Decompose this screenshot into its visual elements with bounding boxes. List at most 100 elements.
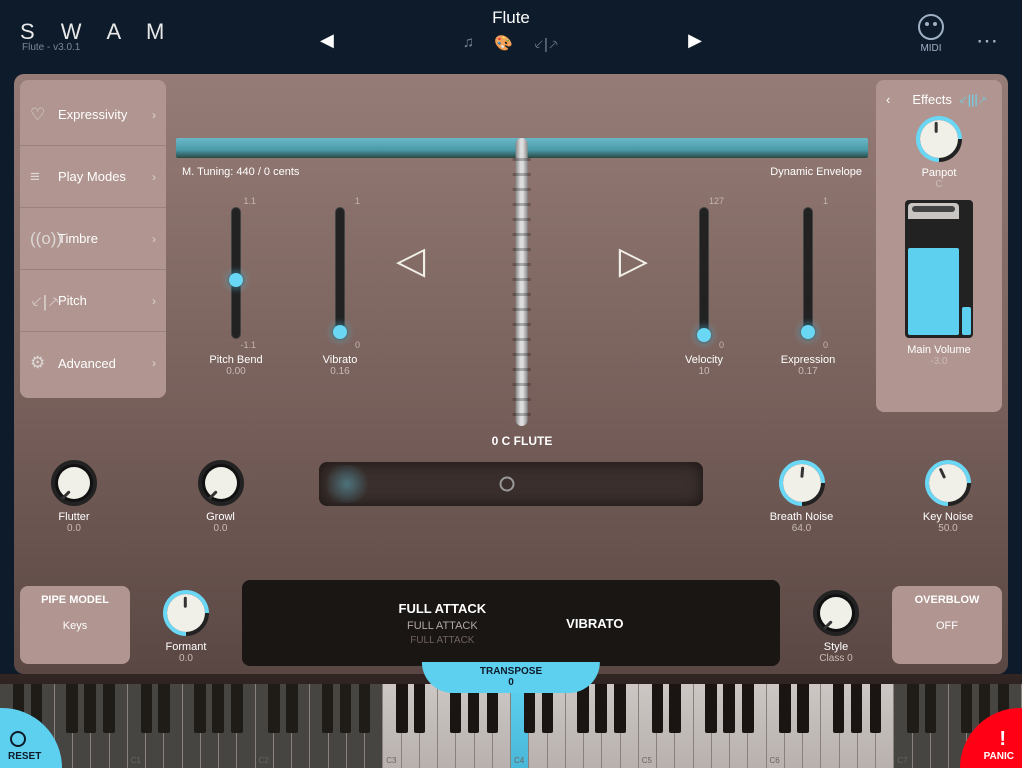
sidebar-icon: ≡: [30, 167, 54, 187]
tuning-text[interactable]: M. Tuning: 440 / 0 cents: [182, 166, 299, 178]
flutter-knob[interactable]: Flutter 0.0: [26, 460, 122, 534]
preset-display: Flute ♫ 🎨 ⸔|⸕: [463, 8, 559, 54]
main-panel: ♡Expressivity›≡Play Modes›((o))Timbre›⸔|…: [14, 74, 1008, 674]
slider-pitch-bend[interactable]: 1.1 -1.1 Pitch Bend 0.00: [206, 196, 266, 376]
flutter-label: Flutter: [26, 511, 122, 523]
pipe-model-panel[interactable]: PIPE MODEL Keys: [20, 586, 130, 664]
panpot-knob[interactable]: Panpot C: [886, 116, 992, 190]
chevron-right-icon: ›: [152, 356, 156, 370]
slider-label: Pitch Bend: [206, 354, 266, 366]
black-key: [268, 684, 279, 733]
palette-icon[interactable]: 🎨: [494, 34, 513, 54]
envelope-text[interactable]: Dynamic Envelope: [770, 166, 862, 178]
slider-label: Vibrato: [310, 354, 370, 366]
instrument-next-button[interactable]: ▷: [619, 238, 648, 283]
overblow-panel[interactable]: OVERBLOW OFF: [892, 586, 1002, 664]
black-key[interactable]: [797, 684, 808, 733]
black-key[interactable]: [669, 684, 680, 733]
black-key[interactable]: [779, 684, 790, 733]
black-key: [925, 684, 936, 733]
sidebar-item-label: Play Modes: [58, 169, 152, 184]
slider-max: 1: [778, 196, 838, 206]
style-value: Class 0: [788, 653, 884, 664]
reset-icon: [10, 731, 26, 747]
formant-value: 0.0: [138, 653, 234, 664]
xy-pad[interactable]: [319, 462, 703, 506]
sidebar-item-advanced[interactable]: ⚙Advanced›: [20, 332, 166, 394]
tune-icon[interactable]: ⸔|⸕: [533, 34, 559, 54]
transpose-value: 0: [480, 677, 542, 688]
formant-label: Formant: [138, 641, 234, 653]
midi-button[interactable]: MIDI: [918, 14, 944, 54]
octave: C1: [128, 684, 256, 768]
instrument-prev-button[interactable]: ◁: [396, 238, 425, 283]
black-key[interactable]: [577, 684, 588, 733]
octave-label: C5: [642, 756, 652, 765]
overblow-value: OFF: [896, 620, 998, 632]
main-volume-meter[interactable]: [905, 200, 973, 338]
black-key[interactable]: [833, 684, 844, 733]
attack-mode: VIBRATO: [566, 616, 623, 631]
keynoise-knob[interactable]: Key Noise 50.0: [900, 460, 996, 534]
effect-knobs-row: Flutter 0.0 Growl 0.0 Breath Noise 64.0 …: [26, 460, 996, 534]
sidebar-item-play-modes[interactable]: ≡Play Modes›: [20, 146, 166, 208]
black-key: [907, 684, 918, 733]
black-key: [961, 684, 972, 733]
slider-value: 0.00: [206, 366, 266, 377]
app-version: Flute - v3.0.1: [22, 42, 80, 53]
pipe-title: PIPE MODEL: [24, 594, 126, 606]
octave: C5: [639, 684, 767, 768]
reset-label: RESET: [8, 751, 41, 762]
chevron-right-icon: ›: [152, 232, 156, 246]
black-key[interactable]: [870, 684, 881, 733]
transpose-label: TRANSPOSE: [480, 666, 542, 677]
style-knob[interactable]: Style Class 0: [788, 590, 884, 664]
center-display: M. Tuning: 440 / 0 cents Dynamic Envelop…: [176, 138, 868, 376]
black-key[interactable]: [742, 684, 753, 733]
warning-icon: !: [999, 728, 1006, 751]
black-key[interactable]: [723, 684, 734, 733]
black-key[interactable]: [595, 684, 606, 733]
octave-label: C3: [386, 756, 396, 765]
sidebar-icon: ((o)): [30, 229, 54, 249]
formant-knob[interactable]: Formant 0.0: [138, 590, 234, 664]
sidebar-item-expressivity[interactable]: ♡Expressivity›: [20, 84, 166, 146]
transpose-display[interactable]: TRANSPOSE 0: [422, 662, 600, 693]
sidebar-item-timbre[interactable]: ((o))Timbre›: [20, 208, 166, 270]
slider-vibrato[interactable]: 1 0 Vibrato 0.16: [310, 196, 370, 376]
slider-velocity[interactable]: 127 0 Velocity 10: [674, 196, 734, 376]
slider-min: 0: [310, 340, 370, 350]
sidebar-icon: ⸔|⸕: [30, 289, 54, 312]
pipe-value: Keys: [24, 620, 126, 632]
black-key[interactable]: [396, 684, 407, 733]
attack-s2: FULL ATTACK: [399, 635, 487, 646]
black-key: [158, 684, 169, 733]
more-menu-button[interactable]: ⋯: [976, 28, 1002, 54]
black-key: [340, 684, 351, 733]
effects-collapse-icon[interactable]: ‹: [886, 92, 890, 107]
black-key[interactable]: [414, 684, 425, 733]
chevron-right-icon: ›: [152, 294, 156, 308]
preset-next-button[interactable]: ▶: [688, 30, 702, 51]
slider-expression[interactable]: 1 0 Expression 0.17: [778, 196, 838, 376]
black-key: [286, 684, 297, 733]
sidebar-item-label: Advanced: [58, 356, 152, 371]
slider-value: 0.16: [310, 366, 370, 377]
instrument-name: 0 C FLUTE: [492, 434, 553, 448]
black-key[interactable]: [652, 684, 663, 733]
attack-s1: FULL ATTACK: [399, 620, 487, 632]
music-icon[interactable]: ♫: [463, 34, 474, 54]
preset-prev-button[interactable]: ◀: [320, 30, 334, 51]
panpot-value: C: [886, 179, 992, 190]
growl-knob[interactable]: Growl 0.0: [173, 460, 269, 534]
breath-knob[interactable]: Breath Noise 64.0: [754, 460, 850, 534]
black-key[interactable]: [851, 684, 862, 733]
sidebar-item-pitch[interactable]: ⸔|⸕Pitch›: [20, 270, 166, 332]
black-key[interactable]: [614, 684, 625, 733]
black-key[interactable]: [705, 684, 716, 733]
chevron-right-icon: ›: [152, 108, 156, 122]
sidebar-item-label: Expressivity: [58, 107, 152, 122]
preset-name[interactable]: Flute: [463, 8, 559, 28]
slider-min: -1.1: [206, 340, 266, 350]
attack-panel[interactable]: FULL ATTACK FULL ATTACK FULL ATTACK VIBR…: [242, 580, 780, 666]
